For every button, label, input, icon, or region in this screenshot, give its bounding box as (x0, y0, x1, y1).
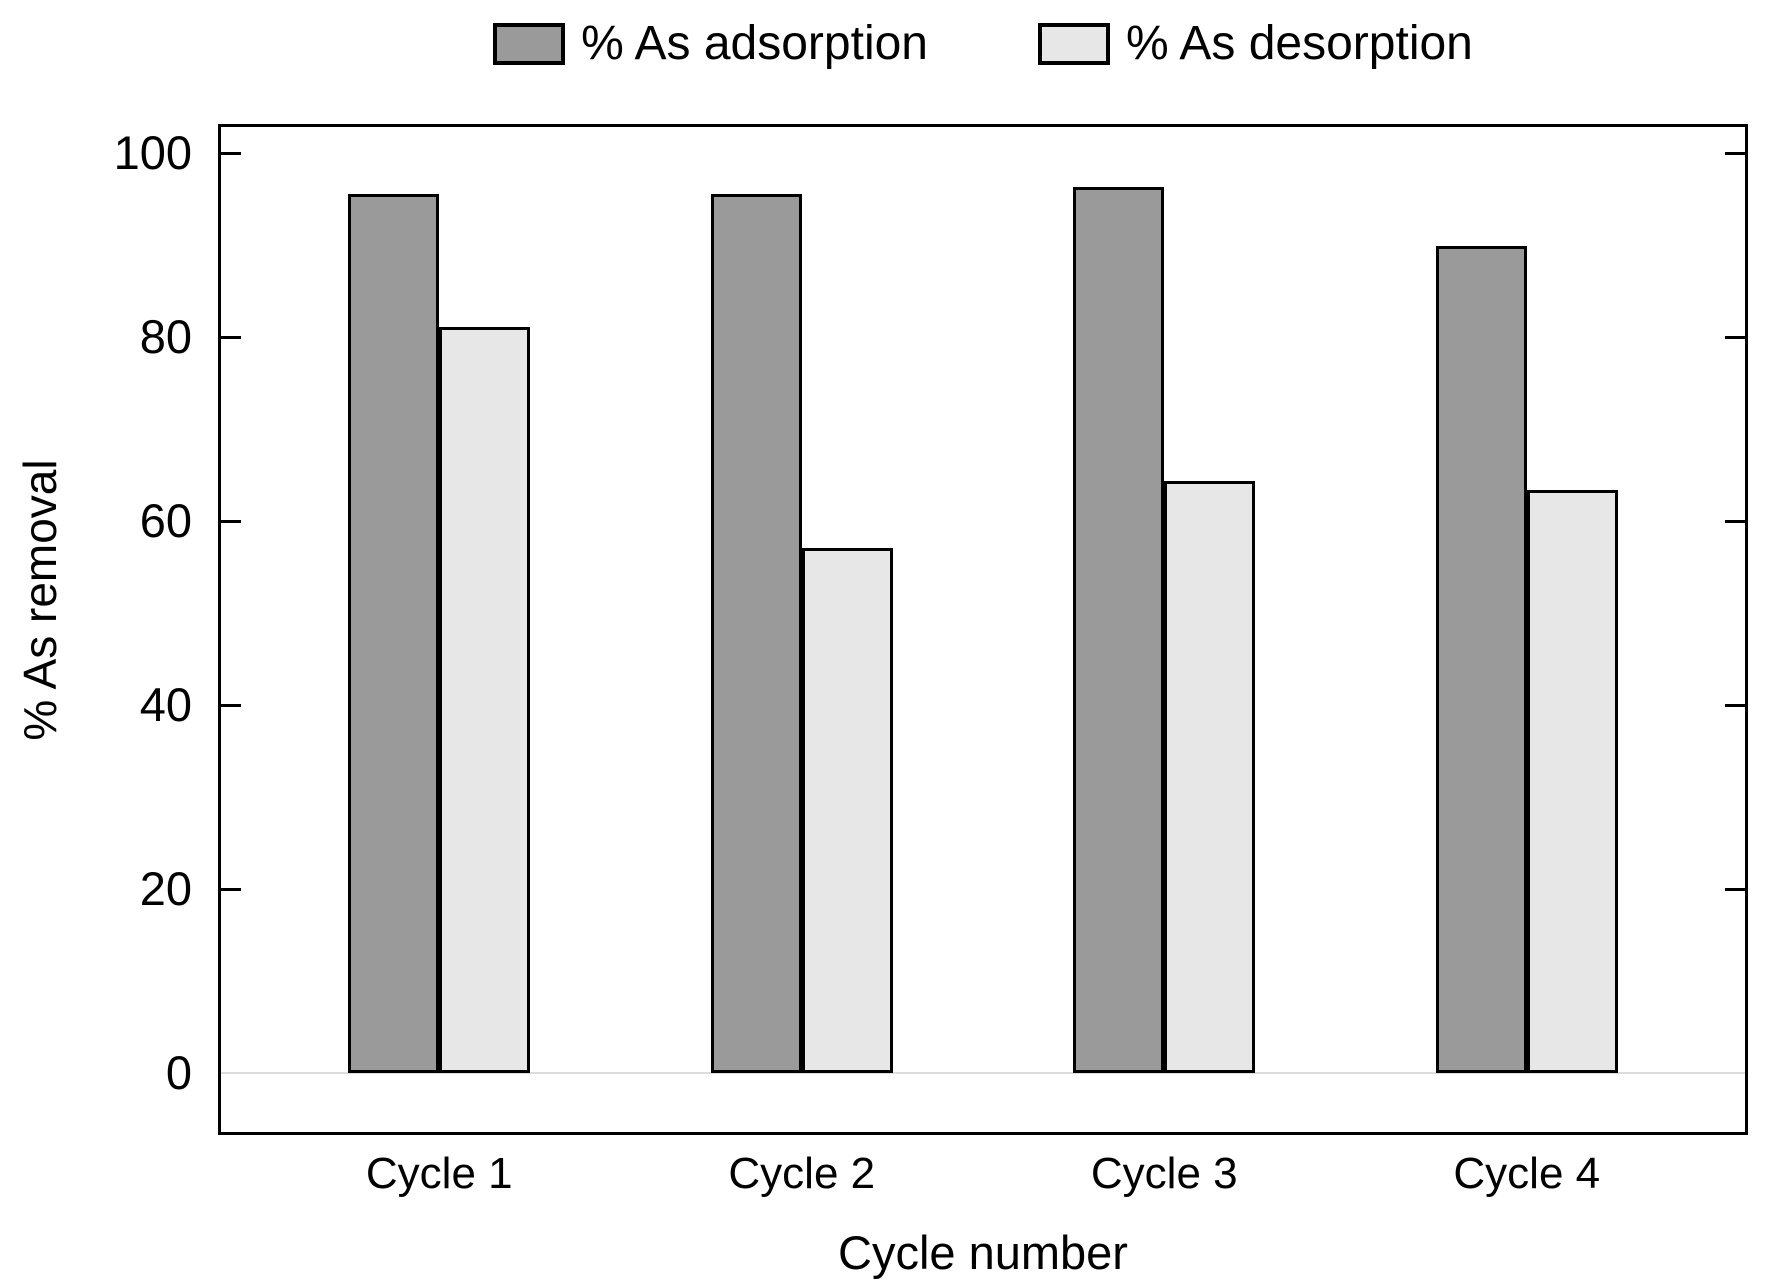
legend-label-desorption: % As desorption (1126, 17, 1473, 70)
y-tick-mark-left-20 (221, 887, 241, 891)
bar-desorption-cycle-1 (439, 327, 531, 1073)
y-axis-title: % As removal (14, 459, 66, 741)
y-tick-label-0: 0 (165, 1046, 192, 1099)
x-tick-label-cycle-4: Cycle 4 (1453, 1149, 1601, 1198)
bar-adsorption-cycle-4 (1435, 246, 1527, 1073)
chart-legend: % As adsorption % As desorption (218, 16, 1748, 72)
bar-adsorption-cycle-1 (348, 194, 440, 1073)
y-tick-mark-left-60 (221, 519, 241, 523)
bar-adsorption-cycle-2 (710, 194, 802, 1073)
y-tick-mark-right-40 (1725, 703, 1745, 707)
plot-area (218, 124, 1748, 1135)
bar-desorption-cycle-4 (1526, 490, 1618, 1073)
bar-desorption-cycle-2 (801, 548, 893, 1073)
y-tick-label-40: 40 (139, 678, 192, 731)
y-tick-mark-left-80 (221, 335, 241, 339)
bar-adsorption-cycle-3 (1073, 187, 1165, 1073)
y-tick-mark-right-80 (1725, 335, 1745, 339)
legend-item-desorption: % As desorption (1038, 20, 1473, 68)
x-tick-label-cycle-2: Cycle 2 (728, 1149, 876, 1198)
y-tick-mark-left-40 (221, 703, 241, 707)
zero-baseline (221, 1072, 1745, 1074)
y-tick-label-100: 100 (113, 126, 192, 179)
legend-item-adsorption: % As adsorption (493, 20, 928, 68)
desorption-swatch-icon (1038, 23, 1110, 65)
legend-label-adsorption: % As adsorption (581, 17, 928, 70)
adsorption-swatch-icon (493, 23, 566, 65)
y-tick-label-20: 20 (139, 862, 192, 915)
y-tick-label-60: 60 (139, 494, 192, 547)
x-tick-label-cycle-1: Cycle 1 (365, 1149, 513, 1198)
y-tick-label-80: 80 (139, 310, 192, 363)
y-tick-mark-right-20 (1725, 887, 1745, 891)
plot-inner (221, 127, 1745, 1132)
x-axis-title: Cycle number (838, 1226, 1128, 1279)
y-tick-mark-left-100 (221, 151, 241, 155)
y-tick-mark-right-100 (1725, 151, 1745, 155)
x-tick-label-cycle-3: Cycle 3 (1090, 1149, 1238, 1198)
y-tick-mark-right-60 (1725, 519, 1745, 523)
bar-desorption-cycle-3 (1164, 481, 1256, 1073)
